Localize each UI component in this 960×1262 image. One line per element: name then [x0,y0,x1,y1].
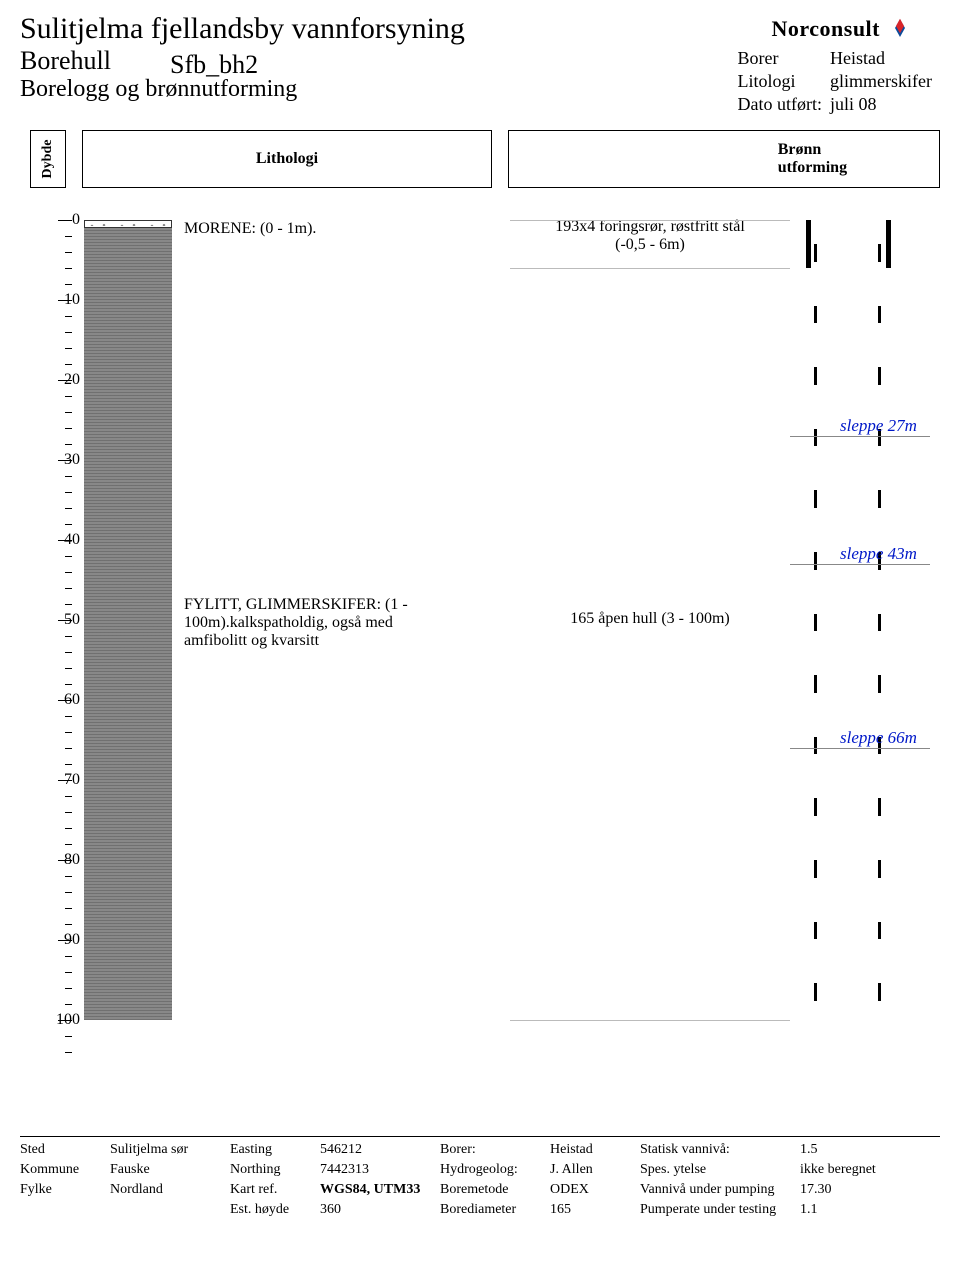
footer-label: Kart ref. [230,1182,320,1198]
well-text: 193x4 foringsrør, røstfritt stål(-0,5 - … [520,218,780,254]
open-hole-wall [814,244,817,1020]
casing-bar [886,220,891,268]
footer-label: Kommune [20,1162,110,1178]
depth-tick-label: 0 [36,211,80,229]
well-graphics [800,220,910,1060]
footer-label: Borer: [440,1142,550,1158]
depth-tick-label: 20 [36,371,80,389]
meta-date: juli 08 [830,94,938,115]
footer-value: Sulitjelma sør [110,1142,230,1158]
footer-value: 1.1 [800,1202,890,1218]
well-text: 165 åpen hull (3 - 100m) [520,610,780,628]
col-well-label: Brønn utforming [778,141,886,177]
open-hole-wall [878,244,881,1020]
brand-text: Norconsult [772,16,881,41]
depth-tick-label: 60 [36,691,80,709]
footer-value: Heistad [550,1142,640,1158]
footer-label: Est. høyde [230,1202,320,1218]
footer-value: J. Allen [550,1162,640,1178]
depth-tick-label: 30 [36,451,80,469]
depth-tick-label: 10 [36,291,80,309]
column-headers: Dybde Lithologi Brønn utforming [20,120,940,200]
footer-label: Borediameter [440,1202,550,1218]
depth-tick-label: 70 [36,771,80,789]
footer-label: Statisk vannivå: [640,1142,800,1158]
footer-label: Vannivå under pumping [640,1182,800,1198]
lith-description: MORENE: (0 - 1m). [184,220,444,238]
sleppe-annotation: sleppe 27m [840,416,917,436]
footer-value: 17.30 [800,1182,890,1198]
footer-value: ODEX [550,1182,640,1198]
col-depth-label: Dybde [40,140,56,179]
lith-description: FYLITT, GLIMMERSKIFER: (1 - 100m).kalksp… [184,596,444,650]
footer-value: ikke beregnet [800,1162,890,1178]
meta-lith-label: Litologi [738,71,828,92]
header-meta-table: BorerHeistad Litologiglimmerskifer Dato … [736,46,940,117]
footer-label: Northing [230,1162,320,1178]
casing-bar [806,220,811,268]
depth-tick-label: 90 [36,931,80,949]
lithology-column [84,220,172,1060]
footer-value: 360 [320,1202,440,1218]
col-lith-label: Lithologi [256,150,318,168]
footer-label: Spes. ytelse [640,1162,800,1178]
footer-label: Pumperate under testing [640,1202,800,1218]
footer-value: 7442313 [320,1162,440,1178]
footer-block: StedSulitjelma sørEasting546212Borer:Hei… [20,1142,940,1252]
borehole-chart: 0 10 20 30 40 50 60 70 80 90 100 MORENE: (0 - 1m).… [20,210,940,1070]
borehole-id: Sfb_bh2 [170,50,258,80]
meta-borer-label: Borer [738,48,828,69]
meta-date-label: Dato utført: [738,94,828,115]
footer-label: Boremetode [440,1182,550,1198]
col-well: Brønn utforming [508,130,940,188]
lith-segment [84,228,172,1020]
depth-tick-label: 100 [36,1011,80,1029]
footer-label: Fylke [20,1182,110,1198]
meta-lith: glimmerskifer [830,71,938,92]
footer-value: WGS84, UTM33 [320,1182,440,1198]
sleppe-annotation: sleppe 43m [840,544,917,564]
depth-tick-label: 40 [36,531,80,549]
sleppe-annotation: sleppe 66m [840,728,917,748]
footer-label: Easting [230,1142,320,1158]
depth-tick-label: 80 [36,851,80,869]
depth-tick-label: 50 [36,611,80,629]
lith-segment [84,220,172,228]
depth-axis: 0102030405060708090100 [20,220,84,1060]
footer-label: Sted [20,1142,110,1158]
footer-value: 1.5 [800,1142,890,1158]
footer-value: Fauske [110,1162,230,1178]
footer-value: 165 [550,1202,640,1218]
col-depth: Dybde [30,130,66,188]
borehole-label: Borehull [20,46,111,75]
header-block: Sulitjelma fjellandsby vannforsyning Bor… [20,12,940,112]
meta-borer: Heistad [830,48,938,69]
col-lith: Lithologi [82,130,492,188]
footer-label: Hydrogeolog: [440,1162,550,1178]
footer-value: 546212 [320,1142,440,1158]
footer-value: Nordland [110,1182,230,1198]
brand-logo-icon [890,18,910,44]
brand: Norconsult [772,16,911,44]
